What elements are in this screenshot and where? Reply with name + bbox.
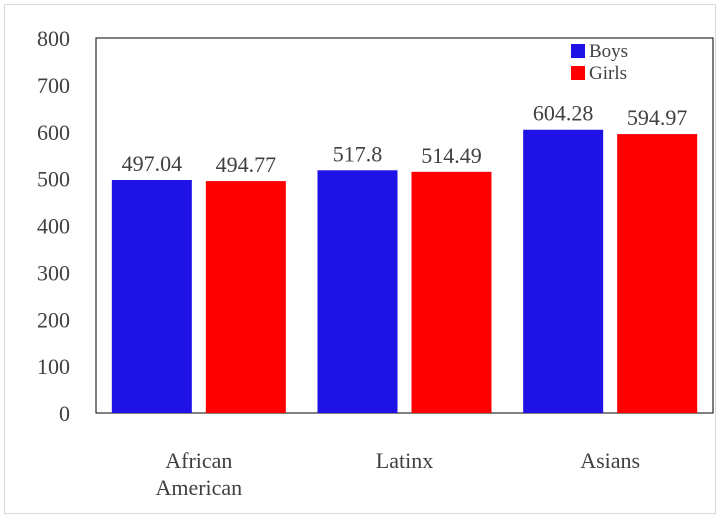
y-tick-label: 300 [37, 260, 70, 285]
x-category-label: Asians [580, 448, 640, 473]
legend-swatch-boys [571, 44, 585, 58]
y-tick-label: 0 [59, 401, 70, 426]
legend-label-girls: Girls [589, 63, 627, 84]
y-tick-label: 500 [37, 167, 70, 192]
y-tick-label: 800 [37, 26, 70, 51]
y-tick-label: 400 [37, 214, 70, 239]
y-tick-label: 600 [37, 120, 70, 145]
data-label: 494.77 [216, 152, 277, 177]
data-label: 594.97 [627, 105, 688, 130]
bar-boys [111, 180, 192, 413]
data-label: 517.8 [333, 141, 383, 166]
y-tick-label: 100 [37, 354, 70, 379]
bar-girls [205, 181, 286, 413]
data-label: 514.49 [421, 143, 482, 168]
x-category-label: Latinx [376, 448, 433, 473]
y-tick-label: 700 [37, 73, 70, 98]
data-label: 604.28 [533, 101, 594, 126]
y-tick-label: 200 [37, 307, 70, 332]
data-label: 497.04 [122, 151, 183, 176]
bar-girls [411, 171, 492, 413]
legend-label-boys: Boys [589, 41, 628, 62]
bar-girls [617, 134, 698, 413]
x-category-label: African American [155, 448, 242, 500]
legend-swatch-girls [571, 66, 585, 80]
bar-boys [317, 170, 398, 413]
bar-boys [523, 129, 604, 413]
plot-area-border [95, 37, 714, 414]
